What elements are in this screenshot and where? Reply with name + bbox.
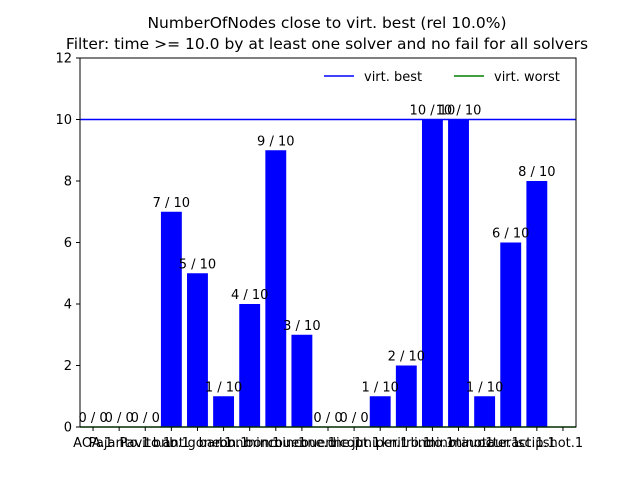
x-tick-label: couenne.1: [268, 436, 336, 451]
bar-label-10: 0 / 0: [313, 411, 342, 426]
x-tick-label: minotaur.1: [423, 436, 493, 451]
bar-label-8: 9 / 10: [257, 134, 294, 149]
bar-7: [239, 304, 261, 427]
x-tick-label: couenne.1: [294, 436, 362, 451]
x-axis: AOA.1Pajarito.1Pavito.1bnb.1antigone.1ba…: [73, 427, 583, 451]
bar-label-3: 0 / 0: [131, 411, 160, 426]
x-tick-label: juniper.1: [351, 436, 409, 451]
chart-title-line2: Filter: time >= 10.0 by at least one sol…: [66, 35, 588, 53]
bar-14: [421, 119, 443, 427]
x-tick-label: dicopt.1: [328, 436, 381, 451]
y-tick-label: 6: [64, 236, 72, 251]
x-tick-label: Pajarito.1: [89, 436, 150, 451]
bar-13: [395, 365, 417, 427]
bar-5: [187, 273, 208, 427]
x-tick-label: AOA.1: [73, 436, 113, 451]
bars-layer: [160, 119, 548, 427]
bar-label-13: 2 / 10: [388, 350, 425, 365]
y-tick-label: 10: [55, 113, 72, 128]
bar-label-15: 10 / 10: [436, 104, 482, 119]
bar-label-7: 4 / 10: [231, 288, 268, 303]
bar-label-1: 0 / 0: [78, 411, 107, 426]
x-tick-label: scip.1: [518, 436, 556, 451]
y-tick-label: 0: [64, 421, 72, 436]
x-tick-label: knitro.1: [381, 436, 431, 451]
x-tick-label: lindo.1: [410, 436, 454, 451]
legend-label-virt-best: virt. best: [364, 70, 422, 85]
x-tick-label: antigone.1: [163, 436, 233, 451]
bar-label-14: 10 / 10: [410, 104, 456, 119]
bar-label-5: 5 / 10: [179, 257, 216, 272]
bar-6: [213, 396, 235, 427]
bar-label-17: 6 / 10: [492, 227, 529, 242]
bar-8: [265, 150, 287, 427]
bar-labels-layer: 0 / 00 / 00 / 07 / 105 / 101 / 104 / 109…: [78, 104, 555, 427]
bar-label-18: 8 / 10: [518, 165, 555, 180]
bar-label-11: 0 / 0: [340, 411, 369, 426]
y-axis: 0 2 4 6 8 10 12: [55, 52, 80, 436]
legend-label-virt-worst: virt. worst: [494, 70, 560, 85]
x-tick-label: bonmin.1: [245, 436, 306, 451]
x-tick-label: bonmin.1: [219, 436, 280, 451]
y-tick-label: 8: [64, 175, 72, 190]
bar-15: [448, 119, 469, 427]
bar-17: [500, 242, 522, 427]
plot-frame: [79, 57, 577, 428]
bar-12: [369, 396, 391, 427]
bar-label-2: 0 / 0: [105, 411, 134, 426]
x-tick-label: bnb.1: [153, 436, 190, 451]
bar-label-16: 1 / 10: [466, 380, 503, 395]
x-tick-label: shot.1: [543, 436, 583, 451]
bar-label-12: 1 / 10: [361, 380, 398, 395]
x-tick-label: minotaur.1: [449, 436, 519, 451]
y-tick-label: 2: [64, 359, 72, 374]
bar-label-6: 1 / 10: [205, 380, 242, 395]
bar-9: [291, 334, 313, 427]
bar-4: [160, 211, 182, 427]
bar-18: [526, 181, 548, 427]
bar-label-4: 7 / 10: [153, 196, 190, 211]
legend: virt. best virt. worst: [324, 70, 560, 85]
x-tick-label: baron.1: [199, 436, 249, 451]
bar-16: [474, 396, 496, 427]
y-tick-label: 4: [64, 298, 72, 313]
bar-label-9: 3 / 10: [283, 319, 320, 334]
chart-title-line1: NumberOfNodes close to virt. best (rel 1…: [147, 14, 506, 32]
y-tick-label: 12: [55, 52, 72, 67]
x-tick-label: octeract.1: [478, 436, 544, 451]
x-tick-label: Pavito.1: [119, 436, 171, 451]
